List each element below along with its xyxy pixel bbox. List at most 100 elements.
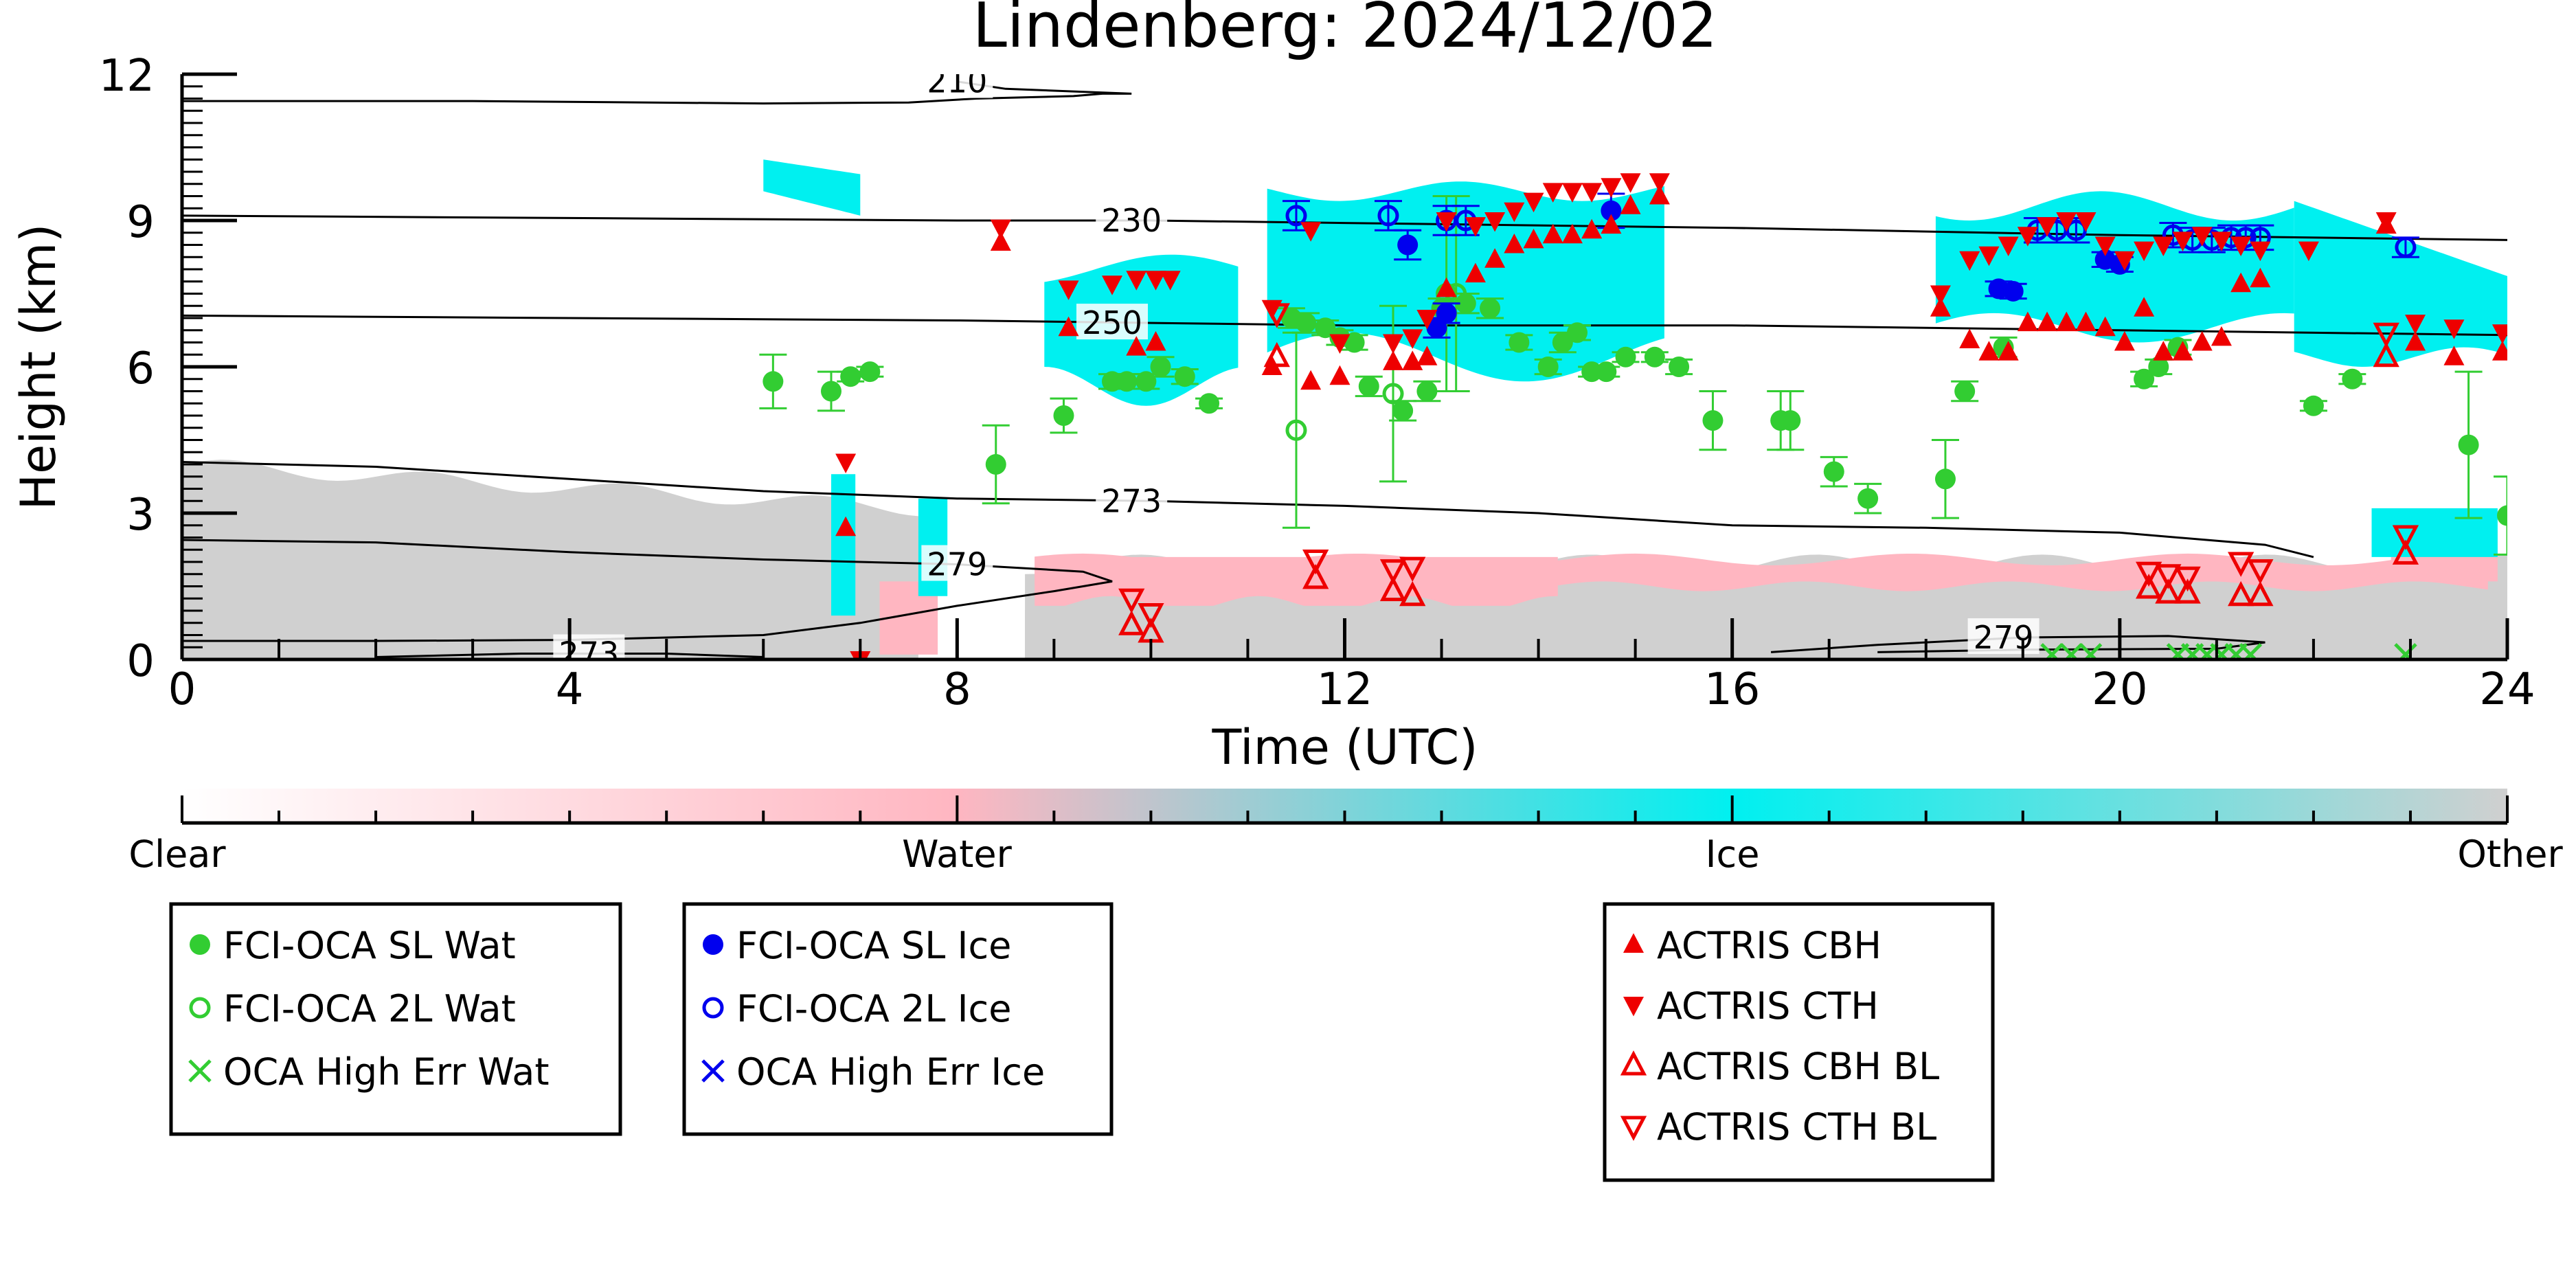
- actris-cth-bl-series: [1118, 303, 2419, 629]
- fci-oca-2l-wat-errorbar: [1442, 195, 1470, 392]
- actris-cbh-point: [2405, 331, 2426, 351]
- actris-cbh-bl-point: [2227, 580, 2255, 607]
- actris-cth-point: [2056, 212, 2077, 232]
- fci-oca-2l-ice-point: [2395, 236, 2417, 258]
- fci-oca-sl-wat-point: [1567, 322, 1588, 343]
- actris-cbh-point: [2056, 311, 2077, 332]
- actris-cbh-point: [2075, 311, 2097, 332]
- legend-entry-label: ACTRIS CBH: [1657, 924, 1882, 967]
- actris-cbh-point: [1484, 248, 1506, 268]
- legend-box-2: FCI-OCA SL Ice FCI-OCA 2L Ice OCA High Err…: [682, 902, 1114, 1136]
- actris-cbh-point: [1504, 234, 1525, 253]
- actris-cbh-bl-point: [1302, 563, 1329, 589]
- fci-oca-sl-wat-point: [1199, 393, 1220, 414]
- legend: FCI-OCA SL Wat FCI-OCA 2L Wat OCA High Err…: [169, 902, 1995, 1182]
- actris-cbh-point: [2443, 346, 2465, 365]
- contour-label: 279: [1974, 619, 2034, 656]
- fci-oca-2l-ice-point: [1285, 205, 1307, 227]
- y-tick-label: 12: [99, 51, 155, 102]
- actris-cth-bl-point: [1138, 603, 1164, 629]
- actris-cth-point: [835, 453, 857, 473]
- actris-cth-bl-point: [1379, 559, 1407, 585]
- x-axis-label: Time (UTC): [1212, 719, 1478, 776]
- legend-entry-label: ACTRIS CBH BL: [1657, 1045, 1939, 1088]
- actris-cth-point: [1978, 246, 2000, 267]
- actris-cth-bl-point: [2174, 566, 2201, 592]
- actris-cbh-point: [1581, 218, 1603, 239]
- legend-frame: [682, 902, 1114, 1136]
- fci-oca-sl-wat-point: [985, 454, 1006, 475]
- temperature-contour: [182, 80, 1132, 105]
- other-cloud-region: [182, 460, 918, 659]
- temperature-contour: [182, 214, 2507, 241]
- actris-cbh-point: [1329, 365, 1351, 385]
- colorbar-label-water: Water: [902, 833, 1012, 876]
- fci-oca-sl-ice-point: [1601, 200, 1622, 221]
- actris-cth-point: [2172, 231, 2193, 251]
- actris-cbh-point: [1930, 297, 1951, 317]
- actris-cth-point: [1561, 183, 1583, 203]
- legend-entry-label: FCI-OCA SL Wat: [223, 924, 516, 967]
- y-tick-label: 3: [126, 490, 155, 541]
- y-axis-label: Height (km): [10, 224, 67, 510]
- x-tick-label: 4: [556, 664, 584, 715]
- oca-high-err-wat-series: [2040, 643, 2417, 659]
- actris-cbh-point: [2153, 341, 2174, 361]
- actris-cth-point: [2037, 217, 2058, 237]
- cloud-classification-curtain: [182, 159, 2507, 659]
- x-tick-label: 0: [168, 664, 196, 715]
- x-tick-label: 20: [2092, 664, 2147, 715]
- contour-label: 250: [1082, 304, 1142, 341]
- ice-cloud-region: [2371, 508, 2498, 557]
- actris-cbh-point: [2114, 331, 2135, 351]
- actris-cth-point: [990, 219, 1011, 240]
- fci-oca-sl-wat-point: [1596, 361, 1617, 383]
- actris-cth-point: [2075, 212, 2097, 232]
- actris-cbh-bl-point: [1263, 341, 1290, 368]
- actris-cth-point: [1436, 212, 1457, 232]
- contour-label-background: [553, 634, 625, 659]
- actris-cth-point: [1402, 329, 1423, 349]
- actris-cbh-point: [2037, 311, 2058, 332]
- fci-oca-sl-wat-point: [1857, 488, 1879, 509]
- y-tick-label: 6: [126, 343, 155, 394]
- actris-cbh-point: [1978, 341, 2000, 361]
- actris-cbh-point: [1383, 350, 1404, 370]
- legend-entry-label: FCI-OCA SL Ice: [736, 924, 1011, 967]
- oca-high-err-wat-point: [2239, 643, 2263, 659]
- fci-oca-sl-wat-point: [2342, 368, 2363, 389]
- actris-cbh-bl-point: [2136, 574, 2162, 599]
- actris-cbh-bl-series: [1118, 341, 2419, 643]
- actris-cth-point: [2094, 236, 2116, 256]
- actris-cth-bl-point: [2392, 525, 2419, 550]
- colorbar-label-clear: Clear: [128, 833, 226, 876]
- actris-cbh-bl-point: [1118, 610, 1145, 635]
- actris-cth-bl-point: [2247, 559, 2274, 585]
- contour-label: 273: [1101, 482, 1162, 519]
- actris-cbh-point: [1601, 214, 1622, 234]
- actris-cth-point: [1998, 236, 2019, 256]
- actris-cbh-point: [2230, 272, 2252, 293]
- fci-oca-sl-wat-point: [1174, 366, 1195, 387]
- fci-oca-sl-wat-point: [1537, 357, 1559, 377]
- fci-oca-sl-ice-point: [2002, 280, 2024, 302]
- actris-cbh-point: [2094, 316, 2116, 337]
- fci-oca-sl-wat-point: [859, 361, 881, 383]
- legend-marker: [189, 997, 211, 1019]
- actris-cth-point: [2443, 319, 2465, 339]
- fci-oca-sl-wat-point: [1344, 332, 1365, 353]
- actris-cbh-bl-point: [1379, 576, 1407, 602]
- fci-oca-sl-wat-point: [1358, 376, 1379, 397]
- actris-cth-point: [2211, 231, 2232, 251]
- actris-cth-bl-point: [1302, 549, 1329, 575]
- actris-cbh-point: [1126, 336, 1147, 356]
- actris-cth-point: [2492, 324, 2507, 344]
- actris-cth-point: [2230, 236, 2252, 256]
- actris-cbh-point: [2492, 341, 2507, 361]
- water-cloud-region: [879, 581, 938, 655]
- actris-cbh-point: [2191, 331, 2213, 351]
- actris-cth-point: [1523, 192, 1544, 213]
- legend-entry-label: ACTRIS CTH BL: [1657, 1105, 1936, 1149]
- fci-oca-sl-ice-point: [1436, 302, 1457, 324]
- actris-cbh-point: [2134, 297, 2155, 317]
